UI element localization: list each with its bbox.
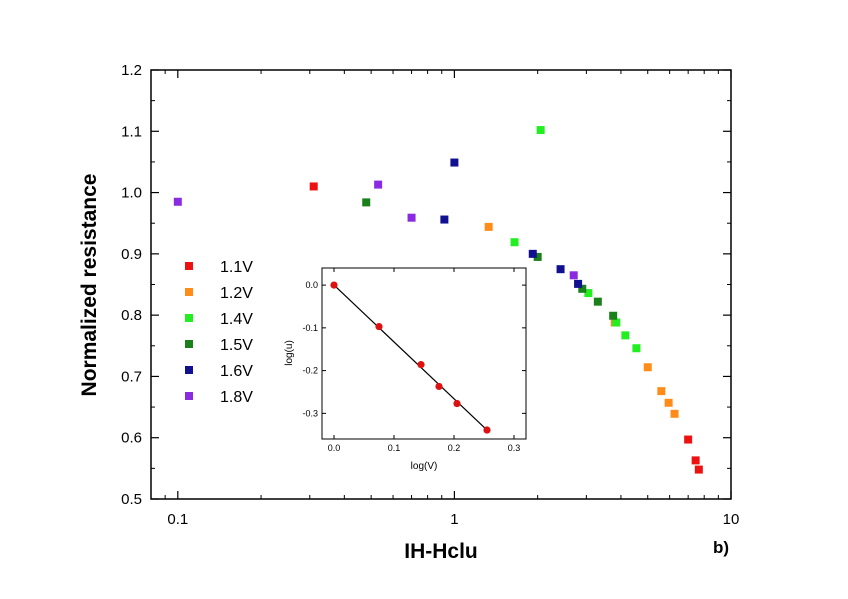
legend-label: 1.5V <box>220 337 253 354</box>
inset-data-points <box>330 281 491 434</box>
data-point <box>612 318 621 327</box>
y-tick-label: 0.9 <box>121 246 142 263</box>
inset-axis-ticks: 0.0 0.1 0.2 0.3 0.0 -0.1 -0.2 -0.3 <box>302 268 526 453</box>
y-tick-label: 1.1 <box>121 123 142 140</box>
legend-marker <box>185 340 193 348</box>
inset-x-tick-label: 0.1 <box>388 443 401 453</box>
data-point <box>374 180 383 189</box>
legend-marker <box>185 262 193 270</box>
data-point <box>684 435 693 444</box>
inset-data-point <box>417 361 425 369</box>
y-tick-label: 1.0 <box>121 185 142 202</box>
data-point <box>510 238 519 247</box>
data-point <box>407 213 416 222</box>
inset-data-point <box>453 399 461 408</box>
x-tick-label: 0.1 <box>167 511 188 528</box>
data-point <box>569 271 578 280</box>
main-axis-ticks: 0.1 1 10 0.5 0.6 0.7 0.8 0.9 1.0 1.1 1.2 <box>121 62 739 528</box>
inset-y-axis-title: log(u) <box>284 340 295 366</box>
inset-y-tick-label: -0.1 <box>302 323 318 333</box>
y-tick-label: 0.7 <box>121 368 142 385</box>
data-point <box>533 252 542 261</box>
inset-data-point <box>330 281 338 289</box>
inset-x-tick-label: 0.2 <box>448 443 461 453</box>
data-point <box>643 363 652 372</box>
legend-marker <box>185 314 193 322</box>
data-point <box>528 249 537 258</box>
data-point <box>440 215 449 224</box>
legend-label: 1.4V <box>220 311 253 328</box>
inset-fit-line <box>333 284 488 431</box>
data-point <box>556 265 565 274</box>
data-point <box>632 344 641 353</box>
y-axis-title: Normalized resistance <box>78 174 101 397</box>
data-point <box>362 198 371 207</box>
data-point <box>694 465 703 474</box>
legend-label: 1.1V <box>220 259 253 276</box>
x-axis-title: IH-Hclu <box>404 540 478 563</box>
data-point <box>584 289 593 298</box>
legend-label: 1.2V <box>220 285 253 302</box>
inset-y-tick-label: -0.2 <box>302 366 318 376</box>
data-point <box>536 126 545 135</box>
data-point <box>657 387 666 396</box>
legend-marker <box>185 288 193 296</box>
data-point <box>621 331 630 340</box>
data-point <box>670 409 679 418</box>
inset-x-tick-label: 0.3 <box>508 443 521 453</box>
inset-y-tick-label: -0.3 <box>302 408 318 418</box>
legend-marker <box>185 366 193 374</box>
y-tick-label: 0.5 <box>121 491 142 508</box>
data-point <box>574 279 583 288</box>
data-point <box>309 182 318 191</box>
inset-y-tick-label: 0.0 <box>305 280 318 290</box>
data-point <box>593 297 602 306</box>
y-tick-label: 0.6 <box>121 430 142 447</box>
inset-data-point <box>375 322 383 331</box>
panel-label: b) <box>713 538 729 557</box>
data-point <box>450 158 459 167</box>
x-tick-label: 1 <box>450 511 458 528</box>
y-tick-label: 1.2 <box>121 62 142 79</box>
x-tick-label: 10 <box>723 511 740 528</box>
inset-x-axis-title: log(V) <box>411 461 438 472</box>
legend-label: 1.8V <box>220 389 253 406</box>
inset-data-point <box>435 382 443 391</box>
inset-x-tick-label: 0.0 <box>328 443 341 453</box>
legend-label: 1.6V <box>220 363 253 380</box>
data-point <box>664 398 673 407</box>
y-tick-label: 0.8 <box>121 307 142 324</box>
data-point <box>691 456 700 465</box>
main-data-points <box>173 126 703 474</box>
legend: 1.1V 1.2V 1.4V 1.5V 1.6V 1.8V <box>185 259 253 406</box>
data-point <box>578 284 587 293</box>
data-point <box>484 222 493 231</box>
data-point <box>173 197 182 206</box>
legend-marker <box>185 392 193 400</box>
inset-frame <box>321 267 527 440</box>
data-point <box>609 311 618 320</box>
inset-data-point <box>483 426 491 434</box>
